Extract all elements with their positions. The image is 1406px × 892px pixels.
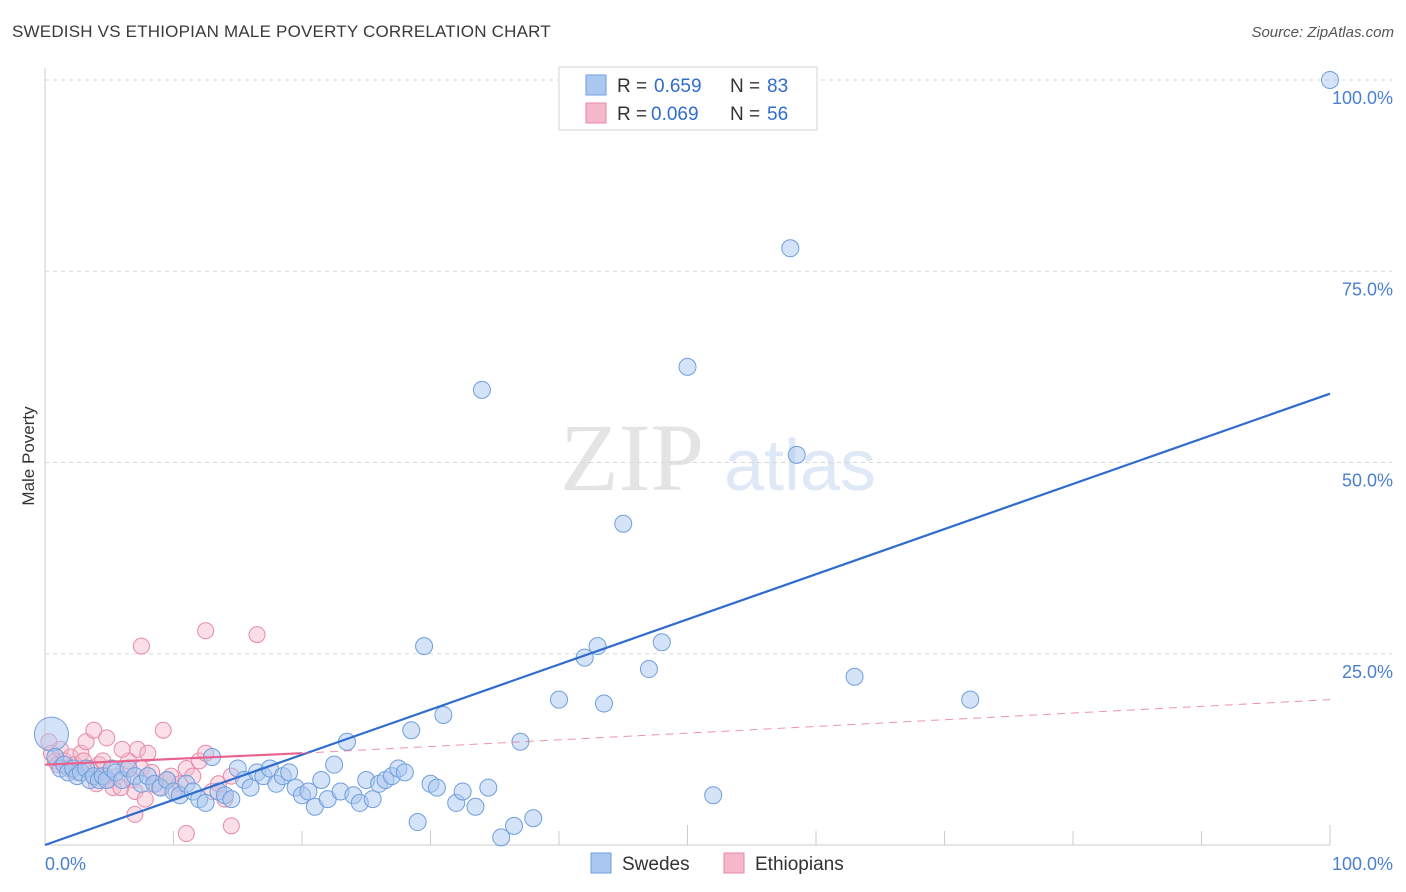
swedes-trend-line: [44, 392, 1331, 847]
ethiopians-point: [98, 729, 116, 747]
x-tick-label: 0.0%: [45, 854, 86, 874]
swedes-point: [33, 716, 69, 752]
swedes-point: [1321, 71, 1339, 89]
y-tick-label: 100.0%: [1332, 88, 1393, 108]
swedes-point: [427, 778, 446, 797]
ethiopians-point: [197, 622, 215, 640]
ethiopians-point: [154, 721, 172, 739]
legend-ethiopians-r-label: R =: [617, 104, 647, 125]
ethiopians-point: [248, 626, 266, 644]
ethiopians-point: [113, 740, 131, 758]
swedes-point: [678, 357, 697, 376]
swedes-point: [639, 660, 658, 679]
swedes-point: [363, 790, 382, 809]
swedes-point: [845, 667, 864, 686]
top-legend: R = 0.659 N = 83 R = 0.069 N = 56: [558, 66, 818, 131]
chart-title: SWEDISH VS ETHIOPIAN MALE POVERTY CORREL…: [12, 22, 551, 41]
legend-ethiopians-n-value: 56: [767, 104, 788, 125]
bottom-legend-swatch-swedes: [590, 852, 612, 874]
swedes-point: [312, 770, 331, 789]
swedes-point: [415, 637, 434, 656]
ethiopians-point: [129, 740, 147, 758]
swedes-point: [652, 633, 671, 652]
swedes-point: [961, 690, 980, 709]
trend-lines: [44, 392, 1331, 847]
legend-swatch-ethiopians: [585, 102, 607, 124]
swedes-point: [196, 793, 215, 812]
swedes-point: [550, 690, 568, 709]
bottom-legend: Swedes Ethiopians: [590, 852, 844, 875]
swedes-point: [408, 813, 427, 832]
legend-swatch-swedes: [585, 74, 607, 96]
ethiopians-point: [139, 744, 157, 762]
swedes-point: [704, 786, 723, 805]
swedes-point: [299, 782, 318, 801]
ethiopians-point: [85, 721, 103, 739]
bottom-legend-swedes: Swedes: [622, 854, 690, 875]
legend-swedes-r-value: 0.659: [654, 76, 702, 97]
swedes-point: [453, 782, 472, 801]
y-axis-label: Male Poverty: [19, 406, 38, 506]
swedes-point: [505, 816, 524, 835]
swedes-point: [241, 778, 260, 797]
legend-ethiopians-n-label: N =: [730, 104, 760, 125]
swedes-point: [492, 828, 511, 847]
swedes-point: [479, 778, 498, 797]
legend-swedes-n-value: 83: [767, 76, 788, 97]
y-tick-label: 50.0%: [1342, 471, 1393, 491]
axes: [44, 68, 1331, 846]
swedes-point: [466, 797, 485, 816]
swedes-point: [594, 694, 613, 713]
watermark-atlas: atlas: [724, 426, 876, 506]
legend-ethiopians-r-value: 0.069: [651, 104, 699, 125]
ethiopians-point: [136, 790, 154, 808]
ethiopians-point: [132, 637, 150, 655]
ethiopians-points: [40, 622, 266, 843]
swedes-point: [787, 445, 806, 464]
x-tick-label: 100.0%: [1332, 854, 1393, 874]
ethiopians-point: [177, 825, 195, 843]
swedes-point: [472, 380, 491, 399]
bottom-legend-swatch-ethiopians: [723, 852, 745, 874]
watermark-zip: ZIP: [560, 404, 704, 511]
legend-swedes-r-label: R =: [617, 76, 647, 97]
swedes-point: [614, 514, 633, 533]
source-label: Source: ZipAtlas.com: [1251, 24, 1394, 41]
swedes-point: [781, 239, 800, 258]
bottom-legend-ethiopians: Ethiopians: [755, 854, 844, 875]
y-tick-label: 75.0%: [1342, 279, 1393, 299]
swedes-point: [395, 763, 414, 782]
ethiopians-trend-extension: [301, 699, 1331, 754]
tick-labels: 100.0% 75.0% 50.0% 25.0% 0.0% 100.0%: [45, 88, 1393, 874]
swedes-point: [222, 790, 241, 809]
ethiopians-trend-line: [44, 752, 303, 766]
swedes-point: [325, 755, 344, 774]
swedes-point: [524, 809, 543, 828]
swedes-point: [402, 721, 421, 740]
swedes-point: [280, 763, 299, 782]
swedes-point: [434, 705, 453, 724]
legend-swedes-n-label: N =: [730, 76, 760, 97]
y-tick-label: 25.0%: [1342, 662, 1393, 682]
ethiopians-point: [222, 817, 240, 835]
grid-lines: [45, 79, 1392, 655]
